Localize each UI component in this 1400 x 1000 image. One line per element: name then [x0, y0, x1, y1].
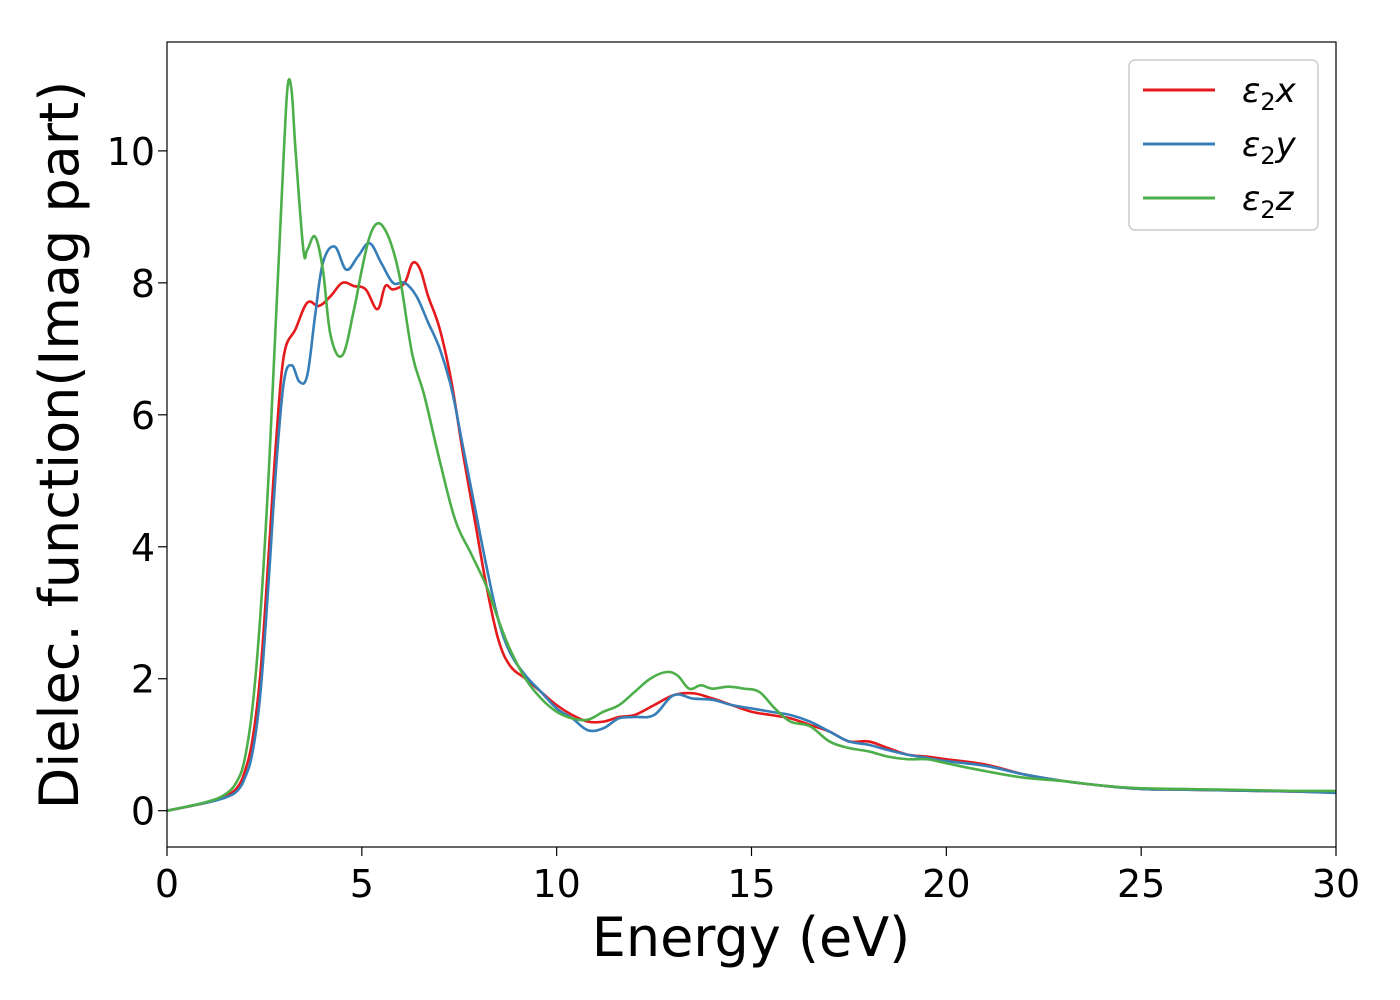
x-tick-label: 10	[532, 862, 580, 906]
legend-label-x: ε2x	[1242, 71, 1297, 116]
y-tick-label: 4	[131, 526, 155, 570]
series-line-z	[167, 77, 1336, 812]
x-tick-label: 25	[1117, 862, 1165, 906]
legend: ε2x ε2y ε2z	[1128, 59, 1319, 231]
y-tick-label: 2	[131, 658, 155, 702]
legend-box	[1128, 59, 1319, 231]
y-tick-label: 10	[107, 130, 155, 174]
x-tick-label: 20	[922, 862, 970, 906]
legend-label-y: ε2y	[1242, 125, 1297, 170]
y-axis-ticks: 0 2 4 6 8 10	[107, 130, 167, 834]
legend-entries: ε2x ε2y ε2z	[1143, 71, 1297, 224]
x-tick-label: 15	[727, 862, 775, 906]
y-tick-label: 0	[131, 790, 155, 834]
y-tick-label: 8	[131, 262, 155, 306]
x-axis-ticks: 0 5 10 15 20 25 30	[155, 847, 1360, 906]
series-layer	[167, 77, 1336, 812]
x-tick-label: 30	[1312, 862, 1360, 906]
x-tick-label: 5	[350, 862, 374, 906]
y-tick-label: 6	[131, 394, 155, 438]
x-axis-label: Energy (eV)	[592, 906, 911, 969]
x-tick-label: 0	[155, 862, 179, 906]
y-axis-label: Dielec. function(Imag part)	[28, 81, 91, 810]
legend-label-z: ε2z	[1242, 179, 1295, 224]
